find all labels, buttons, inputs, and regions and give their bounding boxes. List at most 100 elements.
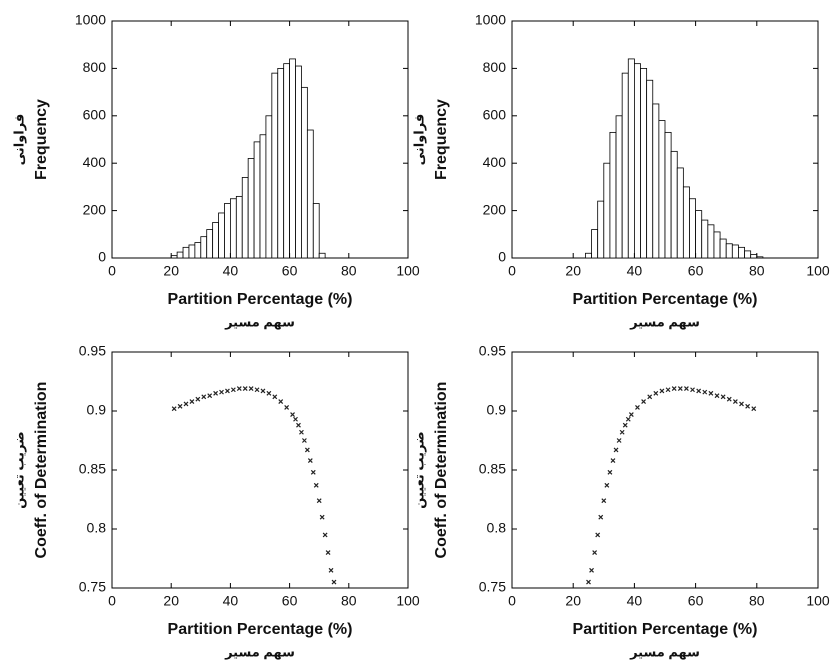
bar: [170, 255, 178, 259]
point: [328, 567, 334, 573]
bar: [695, 210, 703, 259]
bar: [682, 186, 690, 259]
point: [720, 394, 726, 400]
point: [293, 416, 298, 422]
point: [189, 399, 195, 404]
bar: [271, 72, 279, 259]
y-tick-label: 600: [483, 107, 507, 123]
point: [751, 406, 757, 412]
y-axis-label-fa: فراوانی: [411, 114, 426, 166]
bar: [241, 177, 249, 259]
x-tick-label: 100: [806, 263, 830, 279]
y-tick-label: 0.95: [479, 343, 506, 359]
point: [690, 387, 695, 393]
bar: [235, 195, 243, 259]
bar: [652, 103, 660, 259]
bar: [194, 242, 202, 259]
bar: [676, 167, 684, 259]
point: [665, 387, 671, 393]
bar: [591, 229, 599, 259]
y-tick-label: 800: [483, 59, 507, 75]
x-tick-label: 0: [508, 263, 516, 279]
point: [177, 403, 183, 409]
bar: [176, 251, 184, 259]
x-tick-label: 100: [806, 593, 830, 609]
y-tick-label: 0.95: [79, 343, 106, 359]
bar: [725, 243, 733, 259]
bar: [713, 231, 721, 259]
point: [598, 514, 604, 520]
y-axis-label-fa: فراوانی: [11, 114, 26, 166]
point: [628, 412, 634, 417]
bar: [277, 68, 285, 259]
bar: [597, 200, 605, 259]
bar: [289, 58, 296, 259]
point: [586, 579, 591, 585]
point: [625, 416, 631, 422]
y-tick-label: 0: [498, 249, 506, 265]
point: [266, 390, 272, 396]
bar: [664, 131, 672, 259]
plot-area: [511, 351, 819, 589]
x-tick-label: 20: [163, 263, 179, 279]
bar: [615, 115, 623, 259]
x-tick-label: 40: [627, 263, 643, 279]
point: [732, 399, 738, 404]
x-tick-label: 40: [223, 263, 239, 279]
point: [592, 550, 598, 556]
point: [604, 482, 610, 488]
point: [219, 389, 224, 395]
y-tick-label: 0.75: [79, 579, 106, 595]
bar: [621, 72, 629, 259]
point: [622, 422, 628, 428]
point: [310, 469, 316, 475]
bar: [627, 58, 635, 259]
y-tick-label: 0.85: [479, 461, 506, 477]
point: [677, 386, 683, 392]
point: [213, 390, 219, 396]
bar: [603, 162, 611, 259]
point: [248, 386, 254, 392]
y-axis-label: Frequency: [433, 99, 450, 180]
y-axis-label: Coeff. of Determination: [33, 382, 50, 559]
point: [683, 386, 689, 392]
bar: [318, 252, 326, 259]
x-axis-label: Partition Percentage (%): [573, 291, 758, 308]
x-tick-label: 20: [565, 263, 581, 279]
bar: [283, 63, 290, 259]
point: [290, 412, 295, 417]
point: [319, 514, 325, 520]
point: [307, 458, 313, 463]
point: [739, 401, 744, 407]
y-tick-label: 0.75: [479, 579, 506, 595]
bar: [670, 150, 678, 259]
bar: [750, 254, 758, 259]
y-tick-label: 400: [83, 154, 107, 170]
bar: [646, 79, 654, 259]
point: [601, 498, 607, 504]
point: [230, 387, 236, 393]
point: [225, 388, 230, 394]
bar: [206, 229, 214, 259]
y-tick-label: 200: [83, 201, 107, 217]
x-axis-label-fa: سهم مسیر: [224, 314, 295, 329]
x-tick-label: 20: [565, 593, 581, 609]
x-axis-label: Partition Percentage (%): [168, 291, 353, 308]
x-axis-label: Partition Percentage (%): [168, 621, 353, 638]
x-tick-label: 40: [627, 593, 643, 609]
x-tick-label: 60: [688, 593, 704, 609]
bar: [640, 68, 648, 259]
bar: [731, 244, 739, 259]
bar: [295, 65, 302, 259]
point: [260, 388, 266, 394]
point: [702, 389, 708, 395]
point: [647, 394, 653, 400]
point: [242, 386, 248, 392]
x-tick-label: 80: [749, 593, 765, 609]
bar: [253, 141, 261, 259]
bar: [212, 222, 219, 259]
point: [616, 438, 622, 443]
